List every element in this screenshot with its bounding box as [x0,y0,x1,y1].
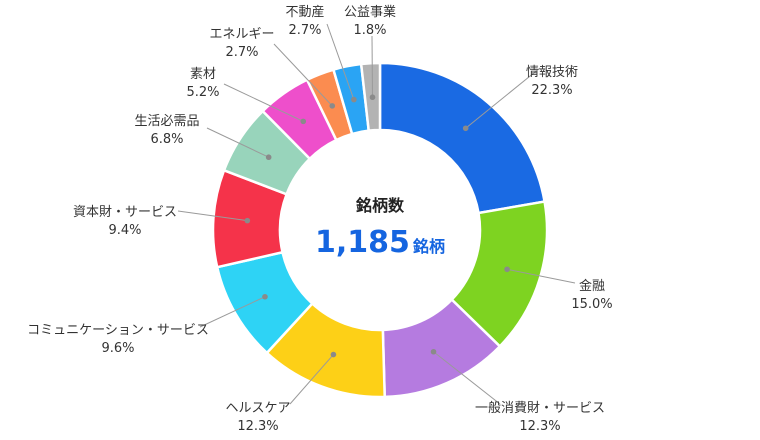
slice-percent-10: 2.7% [288,23,321,38]
slice-percent-8: 5.2% [186,85,219,100]
leader-line-8 [223,83,304,122]
leader-line-6 [177,210,248,222]
slice-name-2: 金融 [579,278,605,294]
slice-percent-5: 9.6% [101,341,134,356]
slice-name-10: 不動産 [285,4,324,20]
leader-dot-10 [351,96,357,103]
leader-dot-11 [369,94,376,101]
slice-name-3: 一般消費財・サービス [475,400,605,416]
leader-line-9 [273,43,333,107]
leader-dot-3 [430,348,437,355]
slice-name-4: ヘルスケア [225,401,290,416]
slice-name-9: エネルギー [209,27,274,42]
center-count-unit: 銘柄 [413,237,445,256]
slice-percent-2: 15.0% [571,297,612,312]
slice-name-6: 資本財・サービス [73,205,177,220]
slice-labels: 情報技術 22.3% 金融 15.0% 一般消費財・サービス 12.3% ヘルスケア 12.3… [27,4,613,434]
slice-percent-7: 6.8% [150,132,183,147]
center-label: 銘柄数 1,185 銘柄 [315,196,445,260]
leader-line-5 [199,296,266,328]
center-count-value: 1,185 [315,225,410,260]
leader-line-2 [506,268,576,284]
leader-line-3 [433,351,501,405]
leader-dot-5 [262,293,268,300]
slice-name-7: 生活必需品 [134,114,199,129]
leader-dot-9 [329,103,336,109]
leader-line-4 [289,354,334,405]
leader-lines [177,23,576,405]
leader-line-7 [206,127,269,158]
slice-percent-6: 9.4% [108,223,141,238]
leader-line-10 [326,23,355,100]
slice-name-8: 素材 [190,67,216,82]
leader-dot-7 [265,154,272,161]
leader-dot-2 [504,266,510,273]
slice-percent-11: 1.8% [353,23,386,38]
slice-name-1: 情報技術 [526,65,578,80]
leader-dot-6 [244,217,251,224]
slice-name-5: コミュニケーション・サービス [27,323,209,338]
center-title: 銘柄数 [356,196,405,215]
slice-percent-3: 12.3% [519,419,560,434]
leader-dot-4 [330,351,337,358]
center-count: 1,185 銘柄 [315,225,445,260]
slice-percent-1: 22.3% [531,83,572,98]
leader-line-1 [465,67,541,129]
slice-percent-9: 2.7% [225,45,258,60]
slice-name-11: 公益事業 [344,4,396,20]
slice-percent-4: 12.3% [237,419,278,434]
leader-dot-1 [462,125,469,132]
slice-1 [378,61,547,215]
leader-dot-8 [300,118,307,125]
